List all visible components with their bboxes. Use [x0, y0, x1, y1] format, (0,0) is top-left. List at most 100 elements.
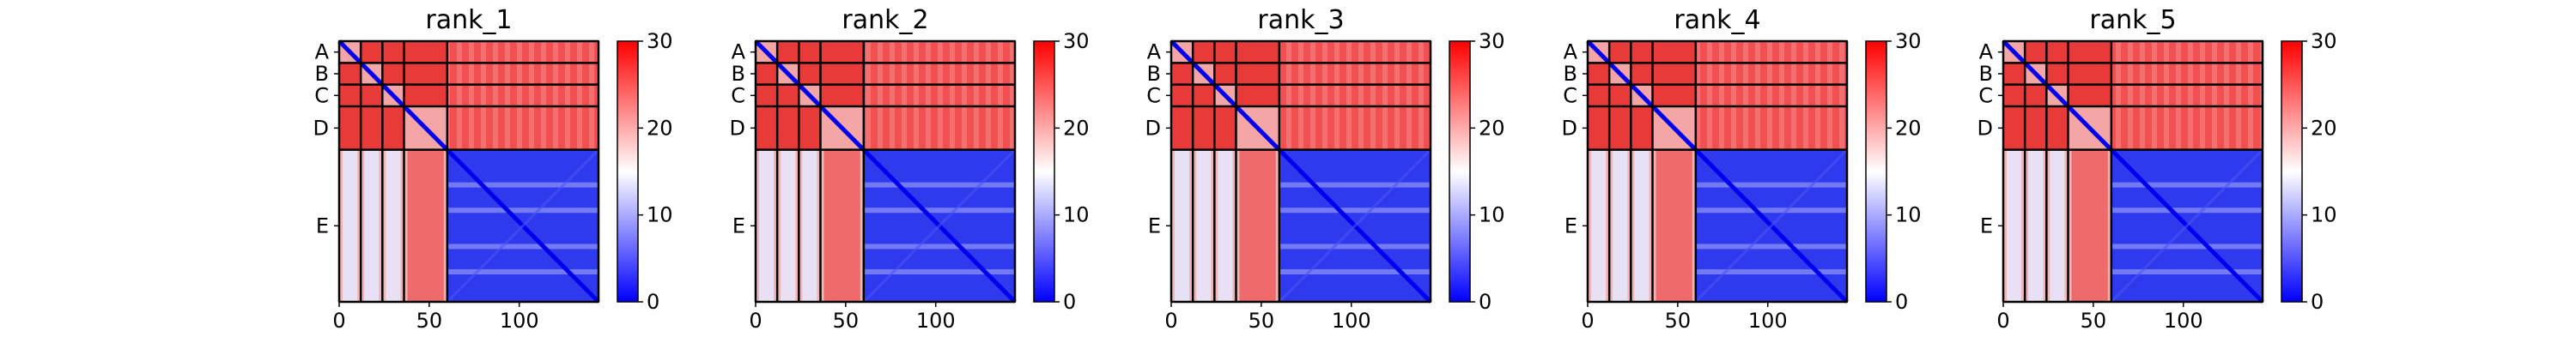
heatmap-band	[447, 208, 598, 214]
heatmap-block	[404, 41, 447, 63]
heatmap-band	[447, 244, 598, 250]
x-tick-label: 100	[1748, 309, 1788, 333]
heatmap-block	[2068, 63, 2111, 85]
heatmap-block	[820, 84, 864, 106]
x-tick-label: 0	[1164, 309, 1177, 333]
heatmap-band	[863, 244, 1015, 250]
heatmap-block	[1171, 63, 1194, 85]
x-tick-label: 50	[416, 309, 443, 333]
heatmap-block	[2046, 63, 2069, 85]
colorbar-tick-label: 20	[1895, 116, 1922, 140]
chain-label: E	[1148, 214, 1161, 238]
chain-label: A	[1979, 40, 1994, 64]
heatmap-band	[2111, 208, 2263, 214]
colorbar-tick-label: 30	[2311, 29, 2337, 53]
heatmap-block	[1631, 106, 1653, 150]
chain-label: C	[1563, 83, 1577, 107]
colorbar-tick-label: 10	[1895, 203, 1922, 227]
heatmap-block	[1588, 63, 1610, 85]
chain-label: D	[1978, 116, 1993, 140]
heatmap-block	[820, 63, 864, 85]
heatmap-block	[1588, 106, 1610, 150]
heatmap-stripe	[1239, 149, 1276, 302]
x-tick-label: 100	[500, 309, 539, 333]
x-tick-label: 0	[1996, 309, 2009, 333]
chain-label: C	[314, 83, 329, 107]
heatmap-stripe	[343, 149, 358, 302]
heatmap-stripe	[2007, 149, 2022, 302]
heatmap-block	[339, 63, 361, 85]
heatmap-band	[863, 269, 1015, 274]
colorbar-tick-label: 30	[1063, 29, 1090, 53]
chain-label: A	[732, 40, 746, 64]
heatmap-block	[2025, 41, 2047, 63]
heatmap-stripe	[2071, 149, 2108, 302]
heatmap-texture	[1279, 41, 1431, 150]
heatmap-block	[799, 41, 821, 63]
heatmap-stripe	[386, 149, 401, 302]
chart-title: rank_2	[841, 5, 928, 35]
heatmap-block	[1214, 41, 1236, 63]
colorbar-tick-label: 0	[1479, 290, 1492, 314]
cross-diagonal-line	[446, 148, 600, 304]
heatmap-block	[1193, 41, 1215, 63]
cross-diagonal-line	[1694, 148, 1849, 304]
heatmap-block	[382, 63, 404, 85]
heatmap-block	[2003, 84, 2026, 106]
heatmap-block	[799, 106, 821, 150]
heatmap-block	[1193, 106, 1215, 150]
cross-diagonal-line	[2110, 148, 2264, 304]
chain-label: E	[1980, 214, 1993, 238]
heatmap-block	[2025, 106, 2047, 150]
chain-label: C	[1978, 83, 1993, 107]
colorbar-tick-label: 30	[1895, 29, 1922, 53]
heatmap-block	[2003, 63, 2026, 85]
chain-label: B	[315, 62, 329, 86]
colorbar-tick-label: 0	[647, 290, 659, 314]
chain-label: E	[316, 214, 329, 238]
chain-label: D	[1562, 116, 1577, 140]
colorbar-tick-label: 10	[1063, 203, 1090, 227]
heatmap-band	[1279, 244, 1431, 250]
colorbar-tick-label: 10	[2311, 203, 2337, 227]
chain-label: D	[1145, 116, 1161, 140]
heatmap-block	[1171, 106, 1194, 150]
colorbar-tick-label: 20	[2311, 116, 2337, 140]
heatmap-block	[1588, 84, 1610, 106]
heatmap-stripe	[759, 149, 775, 302]
heatmap-texture	[1695, 41, 1847, 150]
colorbar-tick-label: 10	[647, 203, 673, 227]
heatmap-block	[1652, 41, 1696, 63]
heatmap-block	[2068, 84, 2111, 106]
heatmap-block	[1609, 41, 1631, 63]
x-tick-label: 0	[332, 309, 345, 333]
heatmap-block	[2025, 84, 2047, 106]
heatmap-stripe	[2028, 149, 2044, 302]
chain-label: D	[313, 116, 329, 140]
colorbar-tick-label: 30	[647, 29, 673, 53]
heatmap-block	[361, 84, 383, 106]
x-tick-label: 50	[1249, 309, 1275, 333]
colorbar-tick-label: 20	[647, 116, 673, 140]
heatmap-block	[1236, 63, 1279, 85]
heatmap-stripe	[802, 149, 817, 302]
colorbar	[2281, 40, 2303, 303]
x-tick-label: 0	[1581, 309, 1594, 333]
heatmap-block	[382, 106, 404, 150]
heatmap-block	[339, 84, 361, 106]
heatmap-block	[2068, 41, 2111, 63]
chain-label: B	[1564, 62, 1577, 86]
heatmap-block	[361, 41, 383, 63]
heatmap-band	[863, 208, 1015, 214]
heatmap-block	[1652, 84, 1696, 106]
chart-title: rank_4	[1674, 5, 1760, 35]
chain-label: E	[1564, 214, 1577, 238]
heatmap-band	[2111, 269, 2263, 274]
heatmap-stripe	[781, 149, 796, 302]
heatmap-stripe	[823, 149, 860, 302]
colorbar	[1033, 40, 1055, 303]
chain-label: A	[315, 40, 330, 64]
chart-title: rank_3	[1257, 5, 1344, 35]
x-tick-label: 100	[1332, 309, 1371, 333]
